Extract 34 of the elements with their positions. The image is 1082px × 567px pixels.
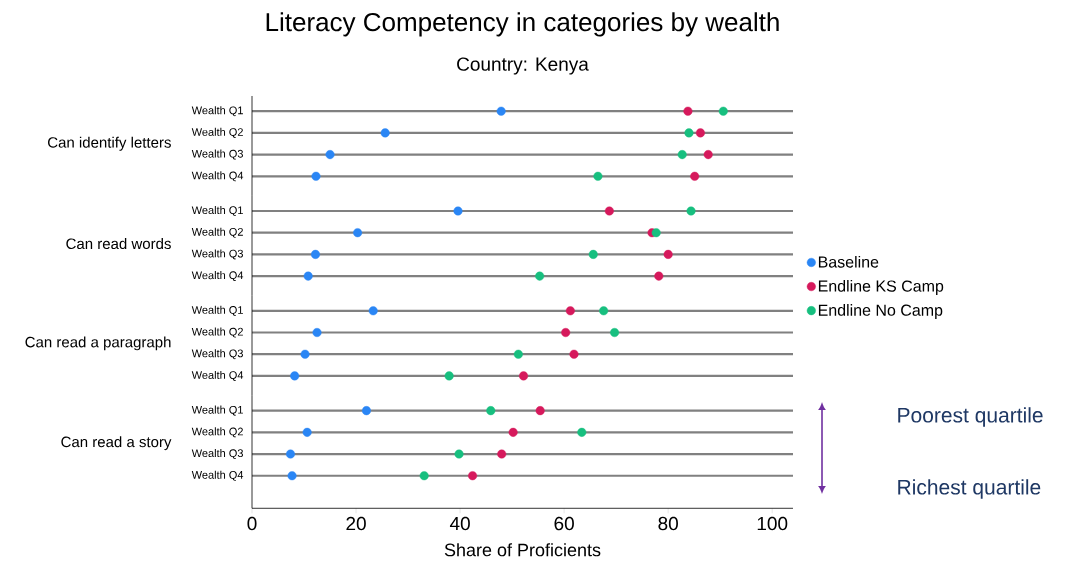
y-tick-label: Wealth Q1 (191, 106, 243, 117)
x-axis-title: Share of Proficients (444, 543, 601, 557)
y-tick-label: Wealth Q3 (191, 349, 243, 360)
y-tick-label: Wealth Q3 (191, 249, 243, 260)
x-tick-label: 60 (554, 516, 574, 531)
y-axis-title: Can read a story (61, 436, 172, 451)
chart-title: Literacy Competency in categories by wealth (266, 12, 779, 37)
x-tick-label: 20 (346, 516, 366, 531)
y-tick-label: Wealth Q2 (191, 327, 243, 338)
y-tick-label: Wealth Q2 (191, 427, 243, 438)
y-axis-title: Can read a paragraph (25, 336, 171, 351)
legend-label: Endline No Camp (818, 304, 943, 320)
y-tick-label: Wealth Q1 (191, 305, 243, 316)
y-tick-label: Wealth Q3 (191, 149, 243, 160)
y-axis-title: Can identify letters (48, 136, 171, 151)
y-axis-title: Can read words (66, 238, 171, 250)
y-tick-label: Wealth Q4 (191, 470, 244, 481)
y-tick-label: Wealth Q2 (191, 227, 243, 238)
x-tick-label: 40 (449, 516, 470, 531)
y-tick-label: Wealth Q2 (191, 127, 243, 138)
y-tick-label: Wealth Q1 (191, 405, 243, 416)
y-tick-label: Wealth Q1 (191, 205, 243, 217)
chart-subtitle: Country: Kenya (457, 57, 589, 75)
text: Richest quartile (898, 479, 1041, 499)
legend-label: Baseline (818, 255, 879, 268)
y-tick-label: Wealth Q4 (191, 370, 244, 381)
legend-label: Endline KS Camp (818, 280, 944, 295)
x-tick-label: 80 (658, 516, 678, 531)
y-tick-label: Wealth Q4 (191, 271, 244, 282)
y-tick-label: Wealth Q3 (191, 449, 243, 460)
x-tick-label: 100 (757, 516, 788, 531)
y-tick-label: Wealth Q4 (191, 171, 244, 182)
x-tick-label: 0 (247, 516, 257, 531)
text: Poorest quartile (898, 407, 1043, 427)
